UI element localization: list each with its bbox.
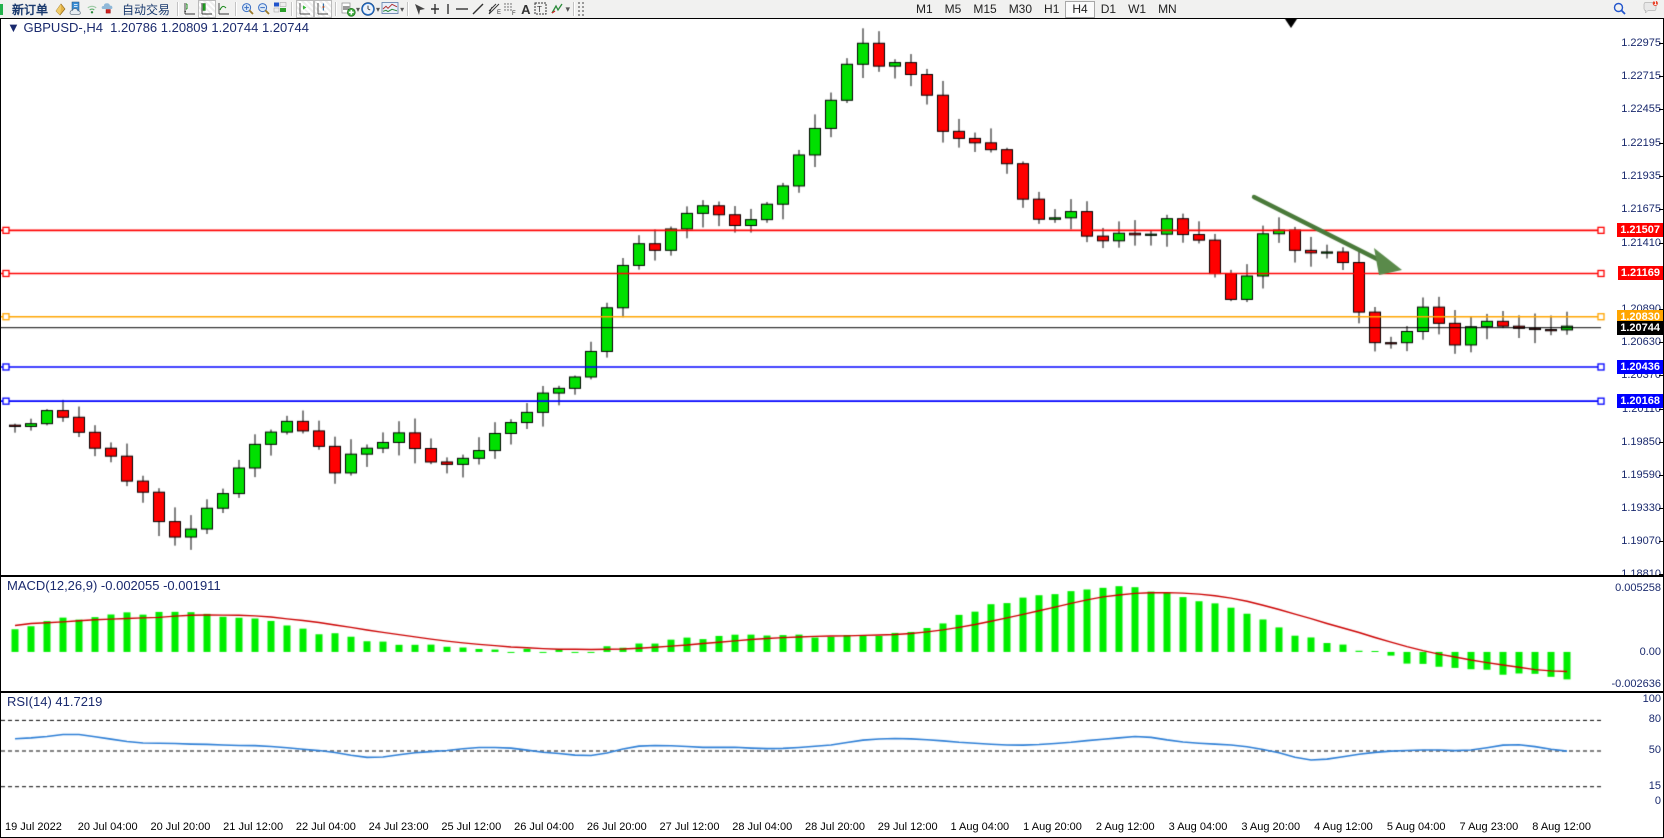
svg-text:T: T bbox=[537, 5, 542, 14]
svg-text:F: F bbox=[512, 11, 516, 17]
svg-text:E: E bbox=[497, 10, 501, 16]
